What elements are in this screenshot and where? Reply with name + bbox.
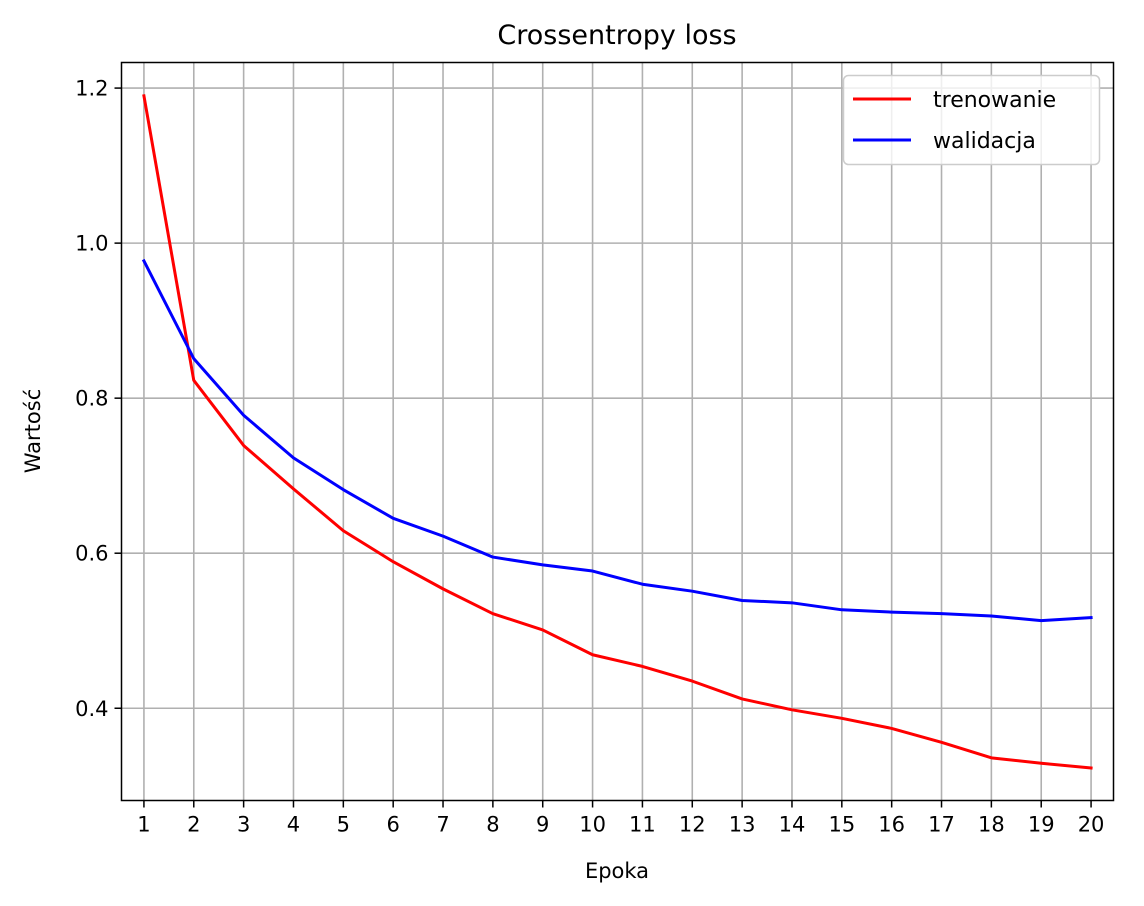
x-tick-label: 14 xyxy=(779,813,806,837)
series-line-trenowanie xyxy=(142,94,1093,770)
y-axis-label: Wartość xyxy=(21,389,45,474)
x-axis-label: Epoka xyxy=(585,859,649,883)
series-line-walidacja xyxy=(141,258,1093,623)
x-tick-label: 18 xyxy=(978,813,1005,837)
legend-label-trenowanie: trenowanie xyxy=(933,88,1056,113)
y-tick-label: 0.6 xyxy=(75,542,108,566)
y-axis-ticks: 0.4 0.6 0.8 1.0 1.2 xyxy=(75,77,122,721)
x-tick-label: 13 xyxy=(729,813,756,837)
x-tick-label: 15 xyxy=(828,813,855,837)
x-tick-label: 17 xyxy=(928,813,955,837)
legend-label-walidacja: walidacja xyxy=(933,129,1036,154)
y-tick-label: 0.4 xyxy=(75,697,108,721)
x-tick-label: 7 xyxy=(436,813,449,837)
chart-title: Crossentropy loss xyxy=(497,20,736,51)
x-tick-label: 16 xyxy=(878,813,905,837)
y-tick-label: 1.0 xyxy=(75,232,108,256)
x-tick-label: 19 xyxy=(1028,813,1055,837)
x-tick-label: 3 xyxy=(237,813,250,837)
x-axis-ticks: 1 2 3 4 5 6 7 8 9 10 11 12 13 14 15 16 17 18 19 20 xyxy=(137,800,1105,837)
x-tick-label: 4 xyxy=(287,813,300,837)
x-tick-label: 9 xyxy=(536,813,549,837)
x-tick-label: 5 xyxy=(337,813,350,837)
x-tick-label: 6 xyxy=(386,813,399,837)
x-tick-label: 2 xyxy=(187,813,200,837)
y-tick-label: 1.2 xyxy=(75,77,108,101)
x-tick-label: 20 xyxy=(1078,813,1105,837)
x-tick-label: 8 xyxy=(486,813,499,837)
x-tick-label: 11 xyxy=(629,813,656,837)
grid xyxy=(121,62,1114,801)
y-tick-label: 0.8 xyxy=(75,387,108,411)
x-tick-label: 10 xyxy=(579,813,606,837)
x-tick-label: 12 xyxy=(679,813,706,837)
legend: trenowanie walidacja xyxy=(842,74,1101,166)
plot-frame xyxy=(120,61,1115,802)
series-lines xyxy=(141,94,1093,770)
x-tick-label: 1 xyxy=(137,813,150,837)
